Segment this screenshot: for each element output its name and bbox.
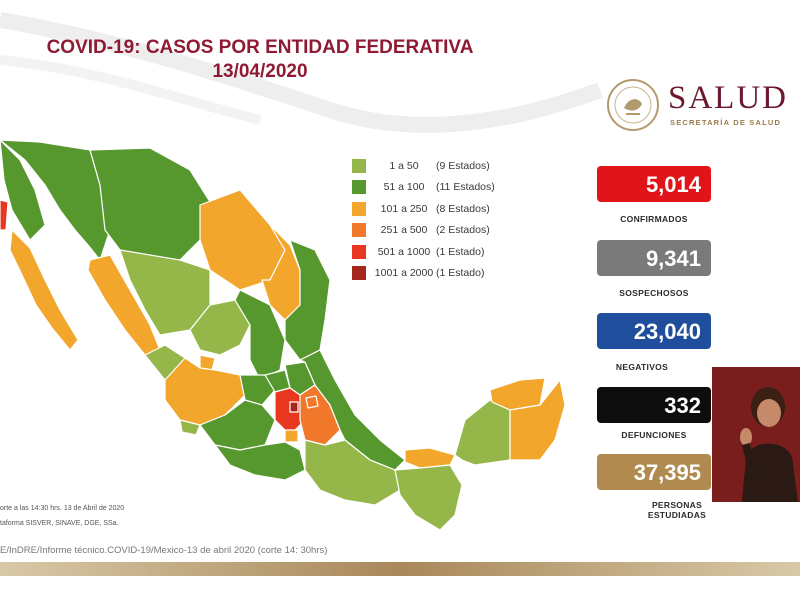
legend-item: 51 a 100 (11 Estados) [352,177,522,199]
suspected-value: 9,341 [597,240,711,276]
page-title: COVID-19: CASOS POR ENTIDAD FEDERATIVA 1… [0,36,520,84]
legend-count: (8 Estados) [436,202,490,215]
legend-range: 51 a 100 [383,181,425,194]
source-note: E/InDRE/Informe técnico.COVID-19/Mexico-… [0,545,328,556]
state-zacatecas [189,299,251,356]
legend-count: (1 Estado) [436,267,485,280]
state-guerrero [214,441,306,481]
mexico-map [0,139,566,531]
national-seal-icon [607,79,659,131]
legend-count: (9 Estados) [436,159,490,172]
title-line-1: COVID-19: CASOS POR ENTIDAD FEDERATIVA [46,37,474,58]
legend-range: 101 a 250 [380,202,428,215]
legend-swatch [352,180,366,195]
legend-item: 501 a 1000 (1 Estado) [352,241,522,263]
state-chihuahua [89,147,213,261]
negative-value: 23,040 [597,313,711,349]
state-nuevo-leon [261,224,301,321]
state-colima [179,419,201,436]
state-tlaxcala [305,395,319,409]
salud-logo: SALUD SECRETARÍA DE SALUD [606,78,800,138]
platform-note: taforma SISVER, SINAVE, DGE, SSa. [0,520,119,527]
sign-language-interpreter [712,367,800,502]
studied-label-line-2: ESTUDIADAS [647,510,707,520]
negative-label: NEGATIVOS [615,362,669,372]
bottom-strip [0,576,800,600]
studied-label: PERSONAS ESTUDIADAS [620,500,734,520]
confirmed-label: CONFIRMADOS [620,214,688,224]
legend-range: 501 a 1000 [377,245,431,258]
legend-count: (11 Estados) [436,181,495,194]
title-date: 13/04/2020 [212,61,308,82]
legend: 1 a 50 (9 Estados) 51 a 100 (11 Estados)… [352,155,522,284]
state-guanajuato [239,374,276,406]
legend-range: 1001 a 2000 [374,267,434,280]
secretaria-subtitle: SECRETARÍA DE SALUD [670,118,782,127]
legend-count: (1 Estado) [436,245,485,258]
legend-range: 1 a 50 [389,159,419,172]
suspected-label: SOSPECHOSOS [619,288,689,298]
deaths-label: DEFUNCIONES [621,430,687,440]
state-cdmx [289,401,299,413]
state-morelos [284,429,299,443]
footer-bar [0,562,800,576]
legend-swatch [352,244,366,259]
salud-wordmark: SALUD [668,80,789,116]
deaths-value: 332 [597,387,711,423]
studied-value: 37,395 [597,454,711,490]
legend-swatch [352,158,366,173]
state-baja-california-sur [9,229,79,351]
studied-label-line-1: PERSONAS [651,500,703,510]
interpreter-figure-icon [712,367,800,502]
state-campeche [454,399,511,466]
state-chiapas [394,464,463,531]
confirmed-value: 5,014 [597,166,711,202]
legend-swatch [352,201,366,216]
legend-item: 1001 a 2000 (1 Estado) [352,263,522,285]
legend-swatch [352,266,366,281]
state-quintana-roo [509,379,566,461]
state-sonora [0,139,111,261]
legend-count: (2 Estados) [436,224,490,237]
legend-swatch [352,223,366,238]
state-baja-california [0,139,46,241]
cutoff-note: orte a las 14:30 hrs. 13 de Abril de 202… [0,505,125,512]
legend-range: 251 a 500 [380,224,428,237]
legend-item: 1 a 50 (9 Estados) [352,155,522,177]
legend-item: 251 a 500 (2 Estados) [352,220,522,242]
state-bcs-tip [0,199,9,231]
legend-item: 101 a 250 (8 Estados) [352,198,522,220]
